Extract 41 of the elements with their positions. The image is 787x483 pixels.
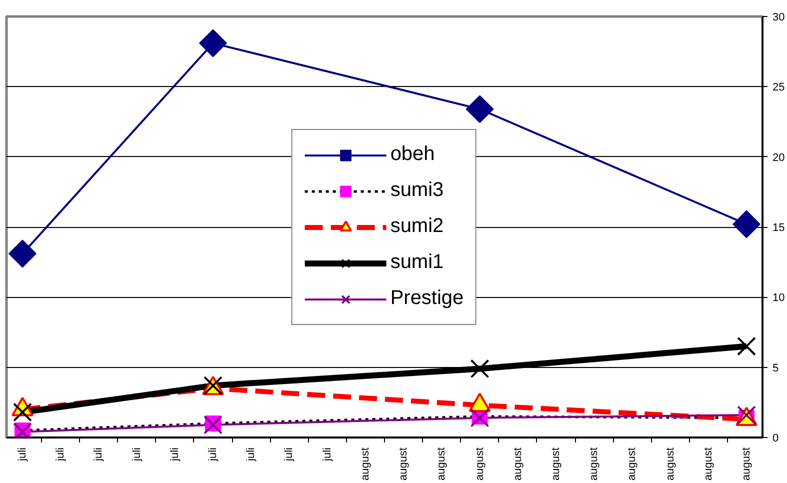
y-tick-label: 25 (772, 82, 785, 94)
x-tick-label: juli (283, 447, 296, 462)
point (737, 336, 756, 356)
legend-label: Prestige (390, 287, 464, 310)
point (8, 240, 36, 268)
point (204, 415, 223, 434)
y-tick-label: 30 (772, 12, 785, 24)
x-tick-label: juli (54, 447, 67, 462)
x-tick-label: juli (92, 447, 105, 462)
x-tick-label: juli (207, 447, 220, 462)
y-tick-label: 15 (772, 222, 785, 234)
point (470, 359, 490, 378)
y-tick-label: 5 (772, 362, 779, 374)
x-tick-label: august (398, 447, 410, 481)
point (199, 29, 227, 58)
legend-label: sumi1 (390, 251, 444, 274)
legend-label: sumi3 (390, 179, 444, 202)
x-tick-label: august (550, 447, 562, 481)
y-tick-label: 0 (772, 432, 779, 444)
y-tick-label: 20 (772, 152, 785, 164)
x-tick-label: juli (321, 447, 334, 462)
point (466, 95, 494, 124)
x-tick-label: juli (245, 447, 258, 462)
point (13, 402, 32, 422)
y-tick-label: 10 (772, 292, 785, 304)
x-tick-label: august (512, 447, 524, 481)
x-tick-label: august (436, 447, 448, 481)
x-tick-label: august (664, 447, 676, 481)
x-tick-label: august (740, 447, 752, 481)
legend-label: obeh (390, 143, 435, 166)
x-tick-label: august (626, 447, 638, 481)
x-tick-label: juli (16, 447, 29, 462)
point (732, 210, 760, 238)
legend-label: sumi2 (390, 215, 444, 238)
x-tick-label: august (702, 447, 714, 481)
x-tick-label: juli (168, 447, 181, 462)
x-tick-label: august (359, 447, 372, 481)
x-tick-label: juli (130, 447, 143, 462)
x-tick-label: august (588, 447, 600, 481)
point (470, 408, 490, 428)
x-tick-label: august (474, 447, 486, 481)
